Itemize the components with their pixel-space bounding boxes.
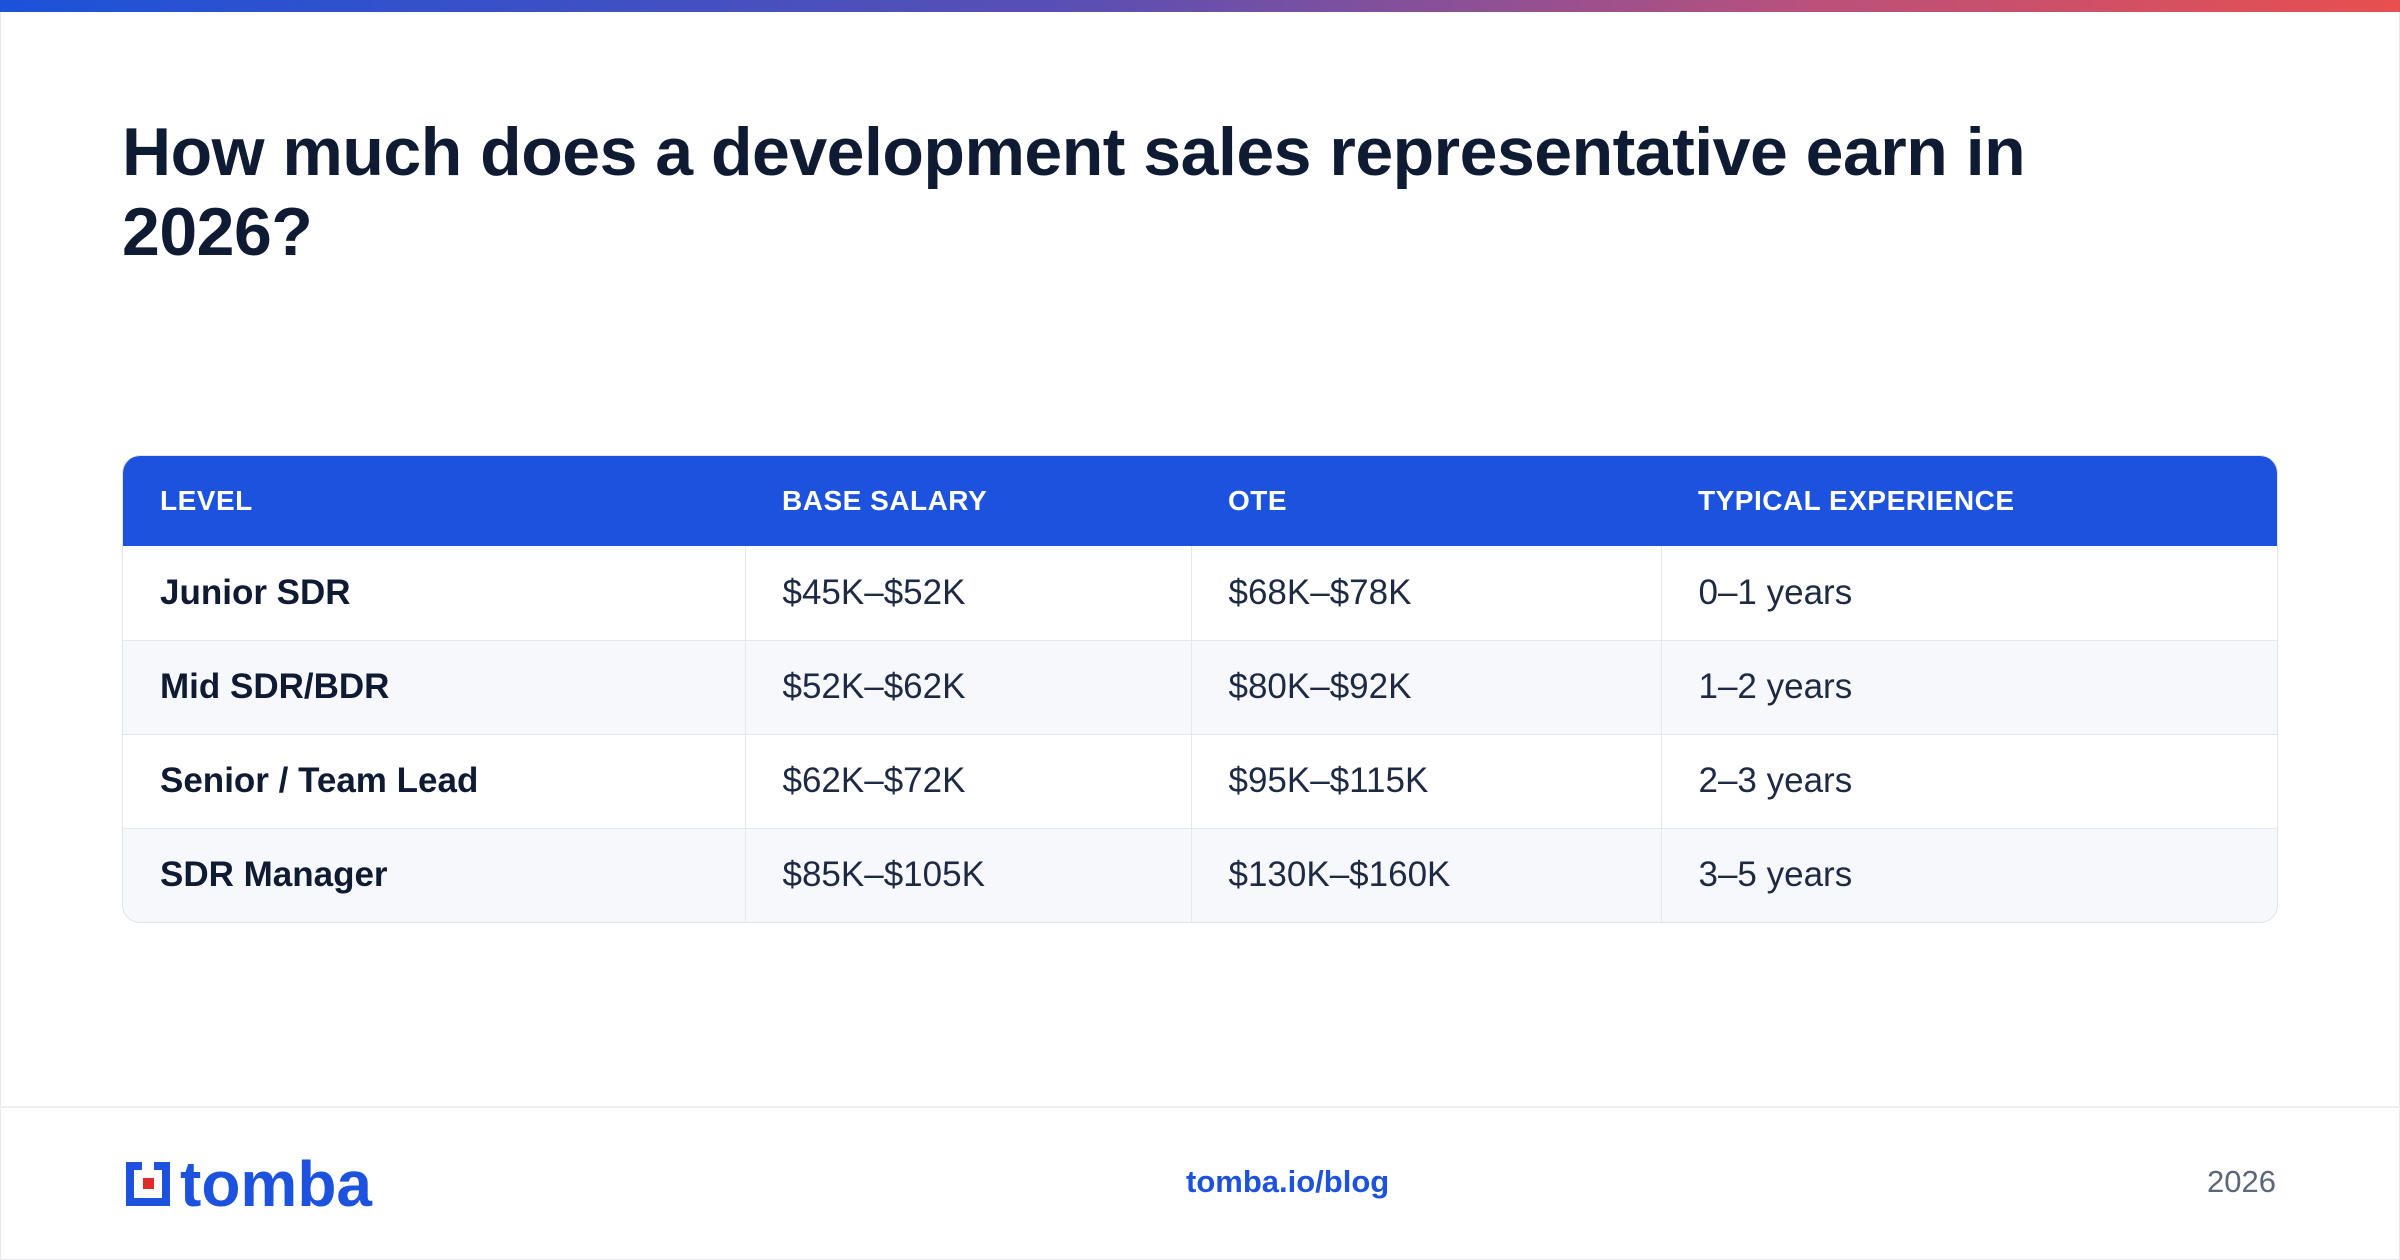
table-header-row: LEVEL BASE SALARY OTE TYPICAL EXPERIENCE xyxy=(123,456,2277,546)
cell-ote: $80K–$92K xyxy=(1190,639,1661,734)
column-header-ote: OTE xyxy=(1228,485,1288,516)
cell-experience: 0–1 years xyxy=(1660,546,2277,640)
table-row: SDR Manager $85K–$105K $130K–$160K 3–5 y… xyxy=(123,827,2277,922)
cell-ote: $130K–$160K xyxy=(1190,827,1661,922)
cell-level: Senior / Team Lead xyxy=(123,733,745,828)
table-row: Mid SDR/BDR $52K–$62K $80K–$92K 1–2 year… xyxy=(123,639,2277,734)
cell-experience: 1–2 years xyxy=(1660,639,2277,734)
cell-base-salary: $85K–$105K xyxy=(744,827,1191,922)
cell-level: SDR Manager xyxy=(123,827,745,922)
column-header-base-salary: BASE SALARY xyxy=(782,485,988,516)
cell-level: Mid SDR/BDR xyxy=(123,639,745,734)
column-header-level: LEVEL xyxy=(160,485,253,516)
page-title: How much does a development sales repres… xyxy=(122,114,2026,270)
salary-table: LEVEL BASE SALARY OTE TYPICAL EXPERIENCE… xyxy=(122,455,2278,923)
table-row: Senior / Team Lead $62K–$72K $95K–$115K … xyxy=(123,733,2277,828)
gradient-top-bar xyxy=(0,0,2400,12)
logo-wordmark: tomba xyxy=(180,1148,372,1220)
cell-ote: $95K–$115K xyxy=(1190,733,1661,828)
cell-base-salary: $45K–$52K xyxy=(744,546,1191,640)
footer-divider xyxy=(0,1106,2400,1108)
column-header-typical-experience: TYPICAL EXPERIENCE xyxy=(1698,485,2015,516)
tomba-logo[interactable]: tomba xyxy=(122,1148,372,1220)
cell-base-salary: $62K–$72K xyxy=(744,733,1191,828)
cell-ote: $68K–$78K xyxy=(1190,546,1661,640)
cell-level: Junior SDR xyxy=(160,572,351,612)
cell-experience: 2–3 years xyxy=(1660,733,2277,828)
cell-experience: 3–5 years xyxy=(1660,827,2277,922)
table-row: Junior SDR $45K–$52K $68K–$78K 0–1 years xyxy=(123,546,2277,640)
cell-base-salary: $52K–$62K xyxy=(744,639,1191,734)
blog-link[interactable]: tomba.io/blog xyxy=(1186,1164,1390,1199)
footer-year: 2026 xyxy=(2207,1164,2276,1199)
tomba-logo-icon xyxy=(126,1162,170,1206)
